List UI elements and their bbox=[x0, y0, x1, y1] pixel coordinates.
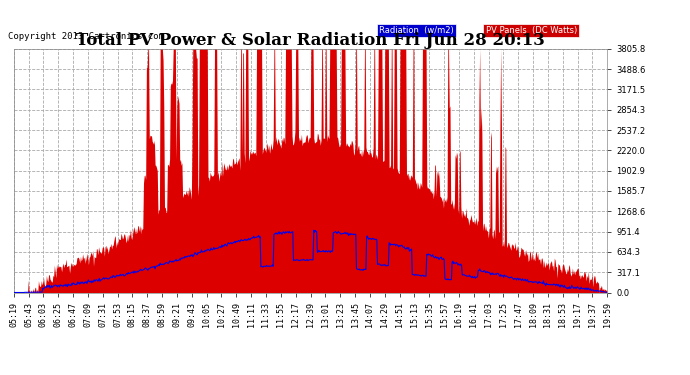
Title: Total PV Power & Solar Radiation Fri Jun 28 20:13: Total PV Power & Solar Radiation Fri Jun… bbox=[76, 32, 545, 49]
Text: PV Panels  (DC Watts): PV Panels (DC Watts) bbox=[486, 26, 577, 35]
Text: Radiation  (w/m2): Radiation (w/m2) bbox=[379, 26, 453, 35]
Text: Copyright 2013 Cartronics.com: Copyright 2013 Cartronics.com bbox=[8, 32, 164, 41]
